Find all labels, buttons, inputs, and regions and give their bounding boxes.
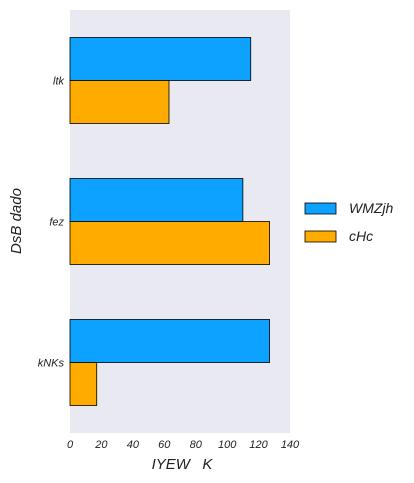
x-tick-label: 80 bbox=[190, 439, 203, 451]
y-tick-labels: ltk fez kNKs bbox=[38, 76, 65, 370]
bars-group bbox=[69, 37, 270, 406]
y-tick-label: ltk bbox=[53, 76, 65, 88]
x-tick-label: 60 bbox=[158, 439, 171, 451]
x-tick-label: 120 bbox=[249, 439, 268, 451]
x-tick-label: 20 bbox=[94, 439, 108, 451]
x-tick-label: 40 bbox=[127, 439, 140, 451]
bar-WMZjh-kNKs bbox=[69, 319, 270, 363]
x-tick-label: 0 bbox=[67, 439, 74, 451]
bar-cHc-ltk bbox=[69, 80, 170, 124]
legend-label-cHc: cHc bbox=[349, 228, 373, 244]
x-tick-labels: 0 20 40 60 80 100 120 140 bbox=[67, 439, 300, 451]
bar-WMZjh-fez bbox=[69, 178, 244, 222]
legend-swatch-WMZjh bbox=[304, 202, 337, 215]
y-axis-title: DsB dado bbox=[8, 188, 25, 254]
y-tick-label: kNKs bbox=[38, 358, 65, 370]
legend-swatch-cHc bbox=[304, 230, 337, 243]
x-axis-title: IYEW K bbox=[152, 456, 214, 473]
bar-WMZjh-ltk bbox=[69, 37, 252, 81]
x-tick-label: 100 bbox=[218, 439, 237, 451]
bar-cHc-fez bbox=[69, 221, 270, 265]
legend: WMZjh cHc bbox=[304, 200, 394, 244]
y-tick-label: fez bbox=[49, 217, 64, 229]
x-tick-label: 140 bbox=[281, 439, 300, 451]
bar-cHc-kNKs bbox=[69, 362, 98, 406]
legend-label-WMZjh: WMZjh bbox=[349, 200, 394, 216]
